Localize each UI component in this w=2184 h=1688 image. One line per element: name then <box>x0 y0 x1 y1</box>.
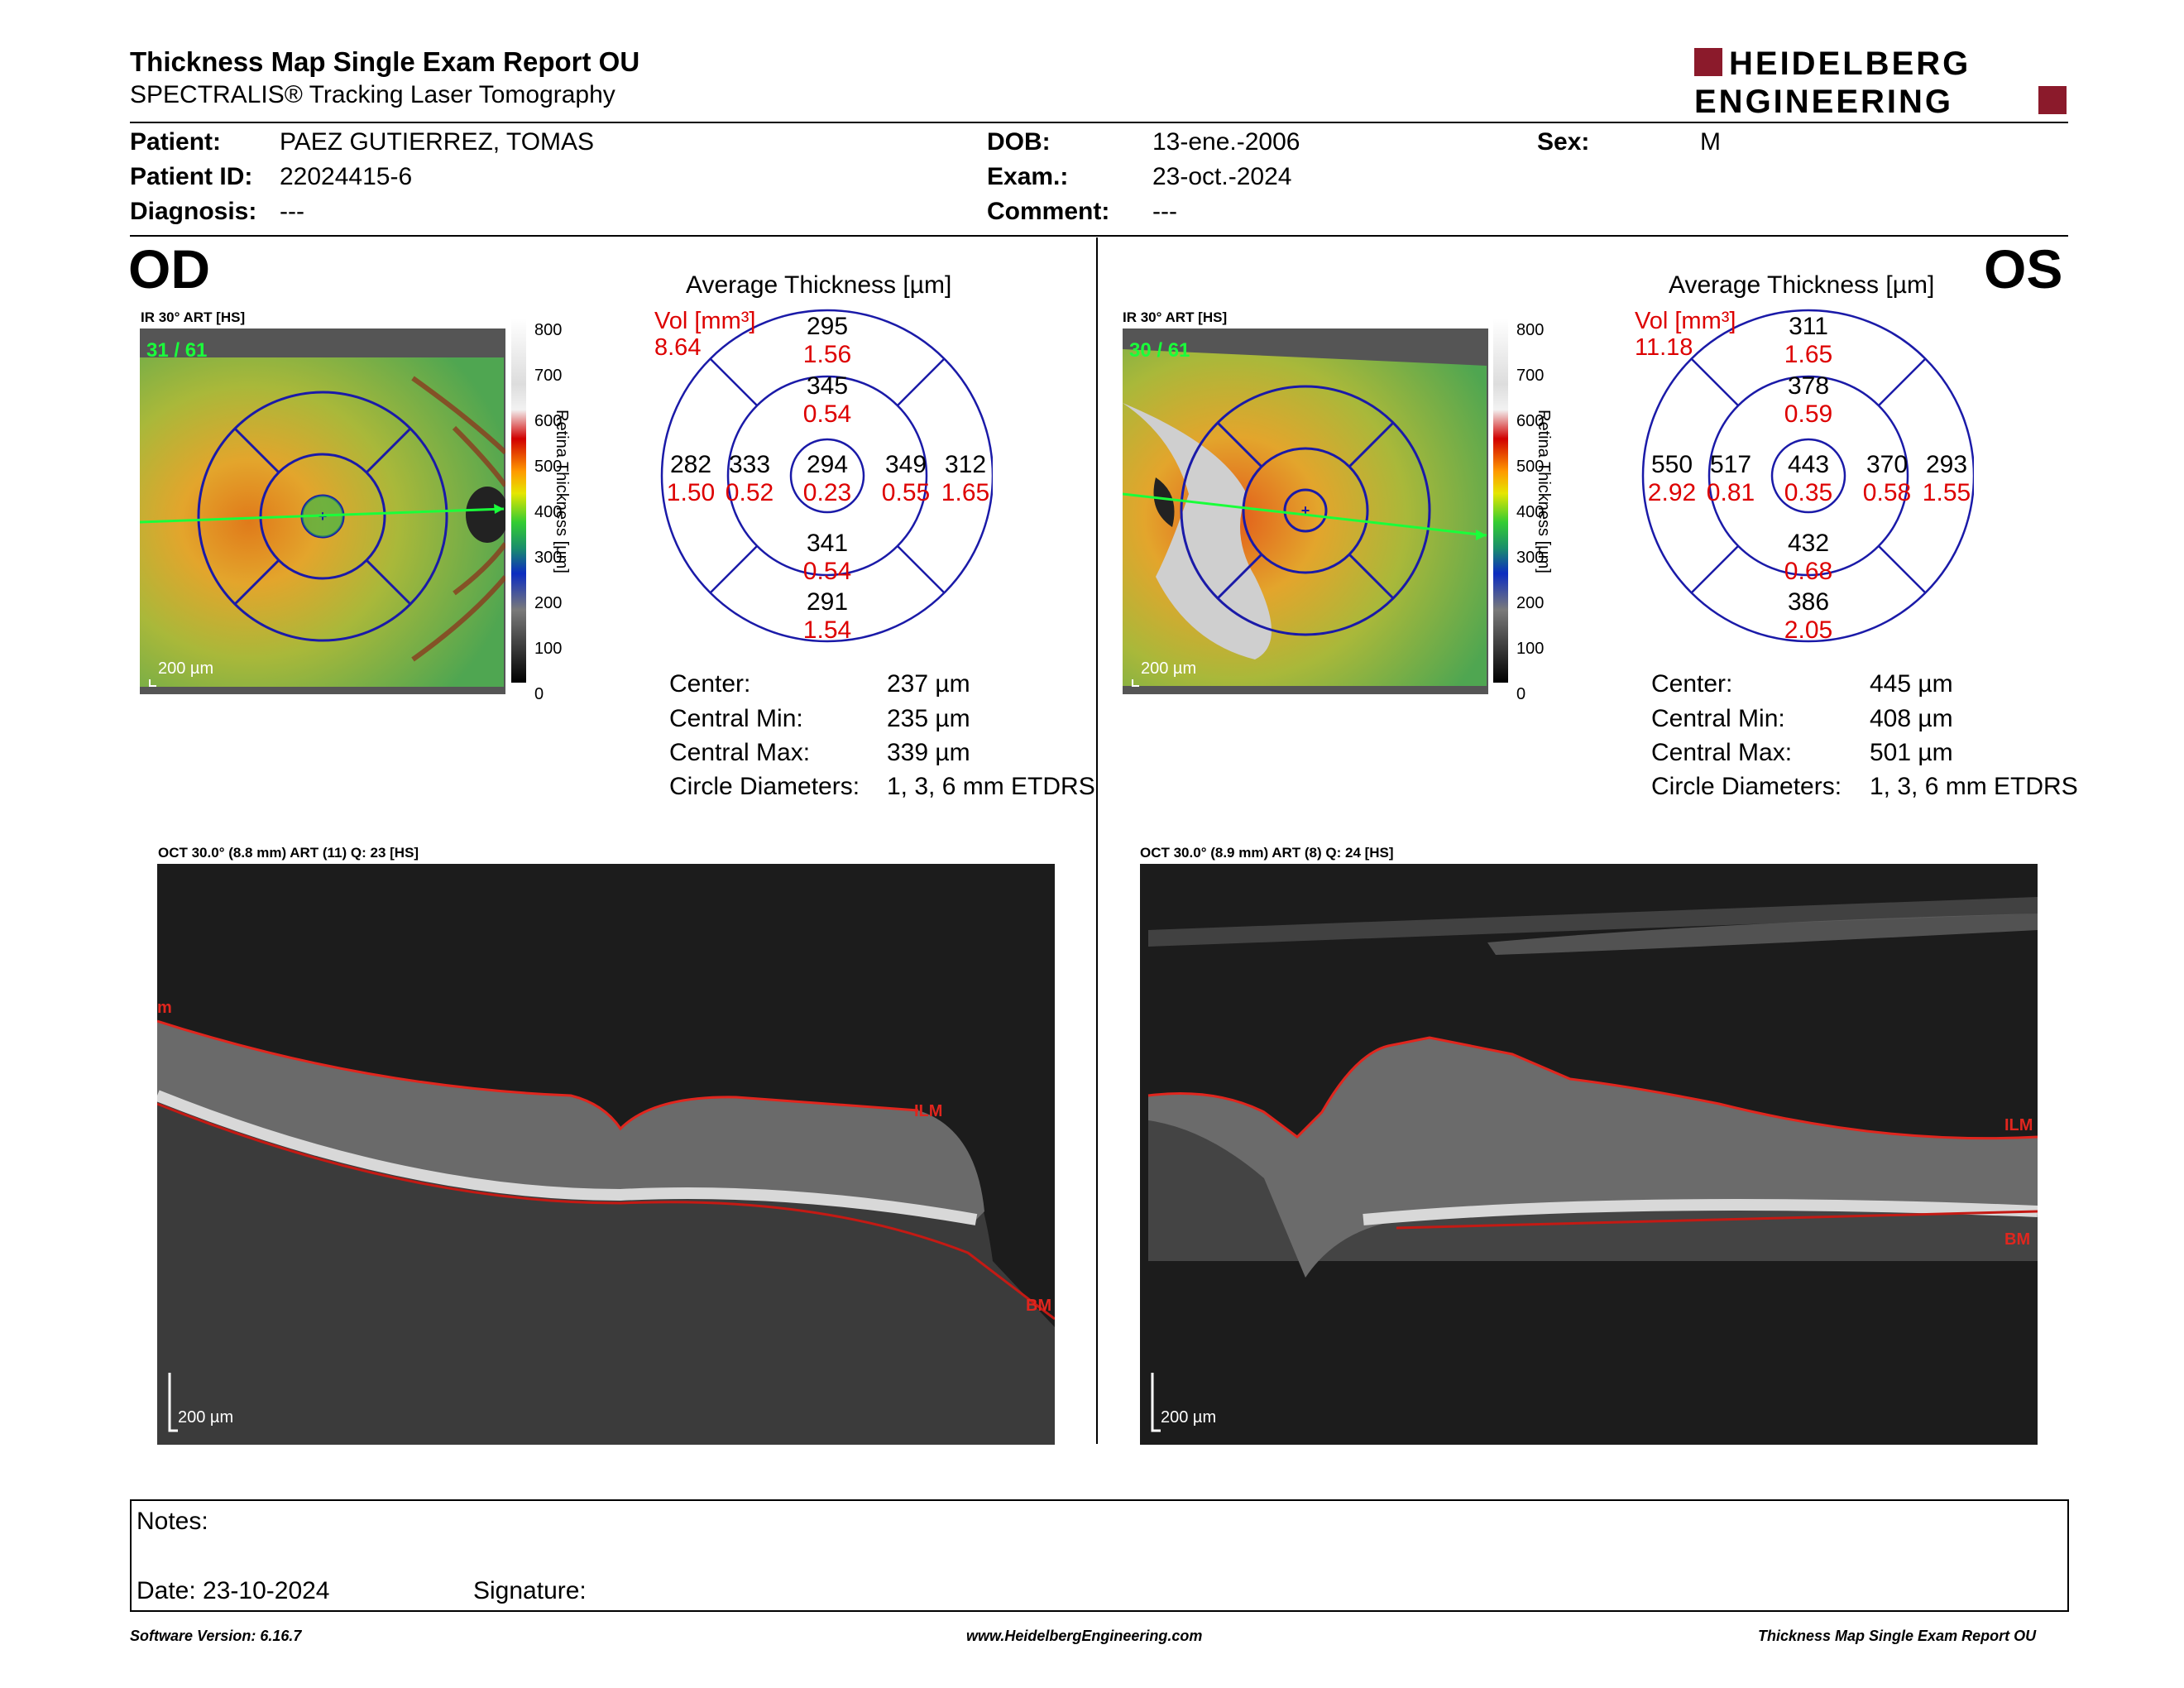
os-center: 443 0.35 <box>1784 451 1833 506</box>
os-colorbar-ticks: 800 700 600 500 400 300 200 100 0 <box>1516 321 1545 703</box>
os-cmax-value: 501 µm <box>1870 739 1953 766</box>
os-oct-bscan: ILM BM 200 µm <box>1140 864 2038 1445</box>
exam-label: Exam.: <box>987 163 1069 190</box>
od-avg-title: Average Thickness [µm] <box>686 271 952 299</box>
footer-report: Thickness Map Single Exam Report OU <box>1758 1628 2037 1644</box>
os-center-value: 445 µm <box>1870 670 1953 698</box>
patient-label: Patient: <box>130 128 222 156</box>
od-frame: 31 / 61 <box>146 339 207 362</box>
od-center: 294 0.23 <box>802 451 852 506</box>
report-title: Thickness Map Single Exam Report OU <box>130 46 640 77</box>
od-colorbar-ticks: 800 700 600 500 400 300 200 100 0 <box>534 321 563 703</box>
os-outer-top: 311 1.65 <box>1784 313 1833 368</box>
os-oct-scale: 200 µm <box>1161 1408 1216 1427</box>
od-ir-scale: 200 µm <box>158 659 213 678</box>
svg-text:m: m <box>157 999 172 1017</box>
footer-software: Software Version: 6.16.7 <box>130 1628 302 1644</box>
od-diam-label: Circle Diameters: <box>669 773 860 800</box>
od-vol-label: Vol [mm³] 8.64 <box>654 308 756 361</box>
os-outer-right: 293 1.55 <box>1922 451 1971 506</box>
os-inner-top: 378 0.59 <box>1784 372 1833 428</box>
od-inner-left: 333 0.52 <box>725 451 774 506</box>
od-cmin-value: 235 µm <box>887 705 970 732</box>
diagnosis-value: --- <box>280 198 304 225</box>
header-divider <box>130 122 2068 123</box>
footer-website[interactable]: www.HeidelbergEngineering.com <box>966 1628 1203 1644</box>
patient-divider <box>130 235 2068 237</box>
od-outer-left: 282 1.50 <box>666 451 716 506</box>
dob-value: 13-ene.-2006 <box>1152 128 1300 156</box>
svg-text:+: + <box>1301 502 1310 519</box>
notes-signature: Signature: <box>473 1577 587 1604</box>
os-vol-label: Vol [mm³] 11.18 <box>1635 308 1736 361</box>
od-etdrs-grid <box>660 309 993 643</box>
notes-date: Date: 23-10-2024 <box>136 1577 330 1604</box>
dob-label: DOB: <box>987 128 1051 156</box>
od-cmin-label: Central Min: <box>669 705 803 732</box>
patient-id: 22024415-6 <box>280 163 413 190</box>
os-inner-bottom: 432 0.68 <box>1784 530 1833 585</box>
os-outer-left: 550 2.92 <box>1647 451 1697 506</box>
os-bm-label: BM <box>2004 1230 2030 1249</box>
os-ir-title: IR 30° ART [HS] <box>1123 309 1228 325</box>
os-diam-label: Circle Diameters: <box>1651 773 1842 800</box>
os-ir-thickness-map: + 30 / 61 200 µm <box>1123 328 1488 694</box>
od-oct-scale: 200 µm <box>178 1408 233 1427</box>
od-outer-bottom: 291 1.54 <box>802 588 852 644</box>
sex-value: M <box>1700 128 1721 156</box>
od-diam-value: 1, 3, 6 mm ETDRS <box>887 773 1095 800</box>
comment-value: --- <box>1152 198 1177 225</box>
patient-name: PAEZ GUTIERREZ, TOMAS <box>280 128 595 156</box>
od-cmax-label: Central Max: <box>669 739 811 766</box>
od-outer-top: 295 1.56 <box>802 313 852 368</box>
os-colorbar <box>1493 319 1508 683</box>
os-center-label: Center: <box>1651 670 1733 698</box>
os-colorbar-label: Retina Thickness [µm] <box>1535 410 1553 573</box>
os-cmin-label: Central Min: <box>1651 705 1785 732</box>
notes-label: Notes: <box>136 1508 208 1535</box>
os-eye-label: OS <box>1984 238 2063 300</box>
sex-label: Sex: <box>1537 128 1590 156</box>
od-ir-title: IR 30° ART [HS] <box>141 309 246 325</box>
od-oct-bscan: m ILM BM 200 µm <box>157 864 1055 1445</box>
os-ilm-label: ILM <box>2004 1116 2033 1134</box>
eye-divider <box>1096 237 1098 1444</box>
patient-id-label: Patient ID: <box>130 163 253 190</box>
comment-label: Comment: <box>987 198 1110 225</box>
od-oct-title: OCT 30.0° (8.8 mm) ART (11) Q: 23 [HS] <box>158 845 419 861</box>
od-colorbar-label: Retina Thickness [µm] <box>553 410 571 573</box>
od-colorbar <box>511 319 526 683</box>
os-ir-scale: 200 µm <box>1141 659 1196 678</box>
od-ir-thickness-map: + 31 / 61 200 µm <box>140 328 505 694</box>
os-outer-bottom: 386 2.05 <box>1784 588 1833 644</box>
report-subtitle: SPECTRALIS® Tracking Laser Tomography <box>130 81 615 108</box>
svg-text:HEIDELBERG: HEIDELBERG <box>1729 46 1971 82</box>
od-center-label: Center: <box>669 670 751 698</box>
od-eye-label: OD <box>128 238 210 300</box>
svg-text:ENGINEERING: ENGINEERING <box>1694 84 1953 117</box>
os-inner-left: 517 0.81 <box>1706 451 1755 506</box>
od-outer-right: 312 1.65 <box>941 451 990 506</box>
od-center-value: 237 µm <box>887 670 970 698</box>
os-etdrs-grid <box>1641 309 1974 643</box>
os-cmin-value: 408 µm <box>1870 705 1953 732</box>
od-cmax-value: 339 µm <box>887 739 970 766</box>
od-inner-bottom: 341 0.54 <box>802 530 852 585</box>
diagnosis-label: Diagnosis: <box>130 198 257 225</box>
os-avg-title: Average Thickness [µm] <box>1669 271 1935 299</box>
os-oct-title: OCT 30.0° (8.9 mm) ART (8) Q: 24 [HS] <box>1140 845 1394 861</box>
od-inner-top: 345 0.54 <box>802 372 852 428</box>
od-inner-right: 349 0.55 <box>881 451 931 506</box>
os-diam-value: 1, 3, 6 mm ETDRS <box>1870 773 2078 800</box>
exam-value: 23-oct.-2024 <box>1152 163 1292 190</box>
od-ilm-label: ILM <box>914 1102 942 1120</box>
od-bm-label: BM <box>1026 1297 1051 1315</box>
heidelberg-logo: HEIDELBERG ENGINEERING <box>1694 46 2067 117</box>
os-frame: 30 / 61 <box>1129 339 1190 362</box>
os-cmax-label: Central Max: <box>1651 739 1793 766</box>
notes-box: Notes: Date: 23-10-2024 Signature: <box>130 1499 2069 1612</box>
os-inner-right: 370 0.58 <box>1862 451 1912 506</box>
